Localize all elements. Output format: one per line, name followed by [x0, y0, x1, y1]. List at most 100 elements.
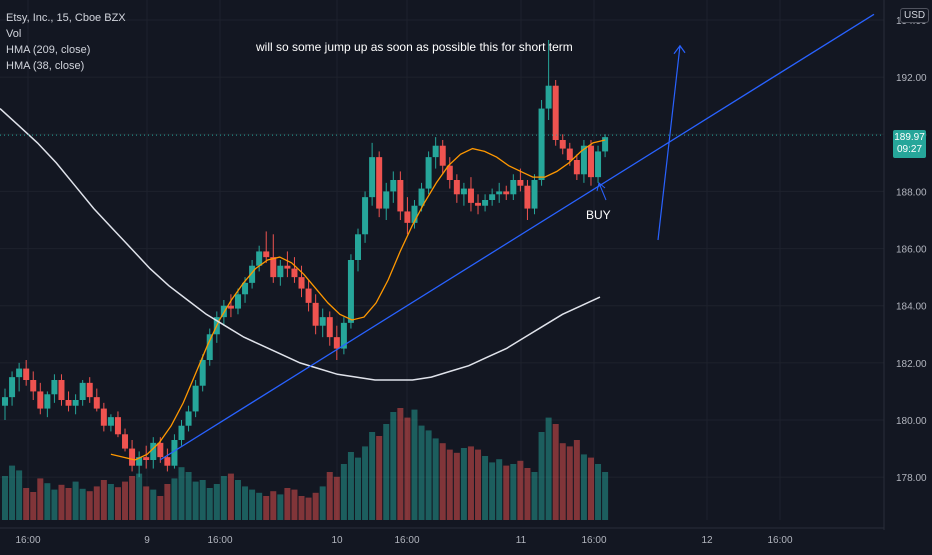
candle-body: [270, 257, 277, 278]
volume-bar: [220, 476, 227, 520]
hma-long-label[interactable]: HMA (209, close): [6, 44, 91, 56]
indicator-lines: [0, 13, 884, 461]
volume-bar: [65, 488, 72, 520]
candle-body: [72, 400, 79, 406]
candle-body: [538, 108, 545, 180]
price-tick-label: 184.00: [896, 302, 927, 313]
candle-body: [446, 165, 453, 180]
volume-bar: [256, 492, 263, 520]
candle-body: [355, 234, 361, 260]
candle-body: [107, 417, 114, 426]
bar-countdown: 09:27: [896, 144, 923, 155]
candle-body: [545, 85, 552, 109]
candle-body: [136, 457, 143, 466]
candle-body: [178, 425, 185, 440]
volume-bar: [79, 488, 86, 520]
price-tick-label: 178.00: [896, 473, 927, 484]
time-tick-label: 11: [516, 535, 527, 546]
candle-body: [277, 265, 284, 278]
candle-body: [489, 194, 496, 200]
volume-bar: [192, 481, 199, 520]
volume-bar: [602, 472, 609, 520]
volume-bar: [383, 424, 390, 520]
volume-bar: [496, 459, 503, 520]
volume-bar: [72, 481, 79, 520]
volume-label[interactable]: Vol: [6, 28, 22, 40]
volume-bar: [362, 446, 369, 520]
indicator-legend: Etsy, Inc., 15, Cboe BZX Vol HMA (209, c…: [6, 10, 126, 74]
candle-body: [234, 294, 241, 309]
candle-body: [376, 157, 383, 209]
buy-pointer-arrow: [598, 182, 607, 201]
volume-bar: [453, 452, 460, 520]
volume-bar: [573, 440, 580, 520]
volume-bar: [284, 488, 291, 520]
candle-body: [347, 260, 354, 323]
volume-bar: [432, 438, 439, 520]
symbol-label[interactable]: Etsy, Inc., 15, Cboe BZX: [6, 12, 126, 24]
candle-body: [460, 188, 467, 195]
price-tick-label: 192.00: [896, 73, 927, 84]
volume-bar: [16, 470, 23, 520]
candle-body: [595, 151, 602, 178]
currency-button[interactable]: USD: [900, 8, 930, 23]
volume-bars: [2, 408, 609, 520]
volume-bar: [467, 446, 474, 520]
candle-body: [79, 382, 86, 400]
candle-body: [114, 417, 121, 435]
volume-bar: [580, 454, 587, 520]
candle-body: [566, 148, 573, 160]
annotation-text: will so some jump up as soon as possible…: [256, 40, 573, 54]
candle-body: [425, 157, 432, 189]
candle-body: [390, 180, 397, 192]
candle-body: [482, 200, 489, 206]
volume-bar: [122, 481, 129, 520]
volume-bar: [30, 492, 37, 520]
last-price-badge: 189.97 09:27: [893, 130, 926, 158]
candle-body: [164, 457, 171, 466]
candle-body: [312, 302, 319, 326]
volume-bar: [9, 465, 16, 520]
candle-body: [397, 180, 404, 212]
candle-body: [199, 360, 206, 386]
candle-body: [524, 185, 531, 209]
candle-body: [580, 145, 587, 175]
candle-body: [559, 140, 566, 149]
candle-body: [517, 180, 524, 186]
candle-body: [171, 440, 178, 466]
volume-bar: [242, 486, 249, 520]
candle-body: [552, 85, 559, 140]
volume-bar: [531, 472, 538, 520]
candle-body: [100, 408, 107, 426]
candle-body: [340, 322, 347, 349]
candlesticks: [2, 40, 609, 478]
time-tick-label: 16:00: [394, 535, 419, 546]
candle-body: [51, 380, 58, 395]
candle-body: [531, 180, 538, 209]
volume-bar: [369, 432, 376, 520]
volume-bar: [263, 496, 270, 520]
hma-long-line: [0, 108, 601, 381]
candle-body: [249, 265, 256, 283]
candle-body: [418, 188, 425, 206]
candle-body: [432, 145, 439, 158]
candle-body: [369, 157, 376, 198]
candle-body: [143, 457, 150, 460]
volume-bar: [566, 446, 573, 520]
price-tick-label: 186.00: [896, 245, 927, 256]
volume-bar: [524, 468, 531, 520]
volume-bar: [552, 424, 559, 520]
volume-bar: [44, 483, 51, 520]
candle-body: [298, 277, 305, 289]
volume-bar: [234, 480, 241, 520]
hma-short-label[interactable]: HMA (38, close): [6, 60, 85, 72]
candle-body: [157, 442, 164, 458]
price-axis-panel: [884, 0, 932, 550]
hma-short-line: [110, 139, 606, 461]
candle-body: [467, 188, 474, 203]
candle-body: [185, 411, 192, 426]
volume-bar: [312, 492, 319, 520]
volume-bar: [503, 465, 510, 520]
volume-bar: [305, 497, 312, 520]
